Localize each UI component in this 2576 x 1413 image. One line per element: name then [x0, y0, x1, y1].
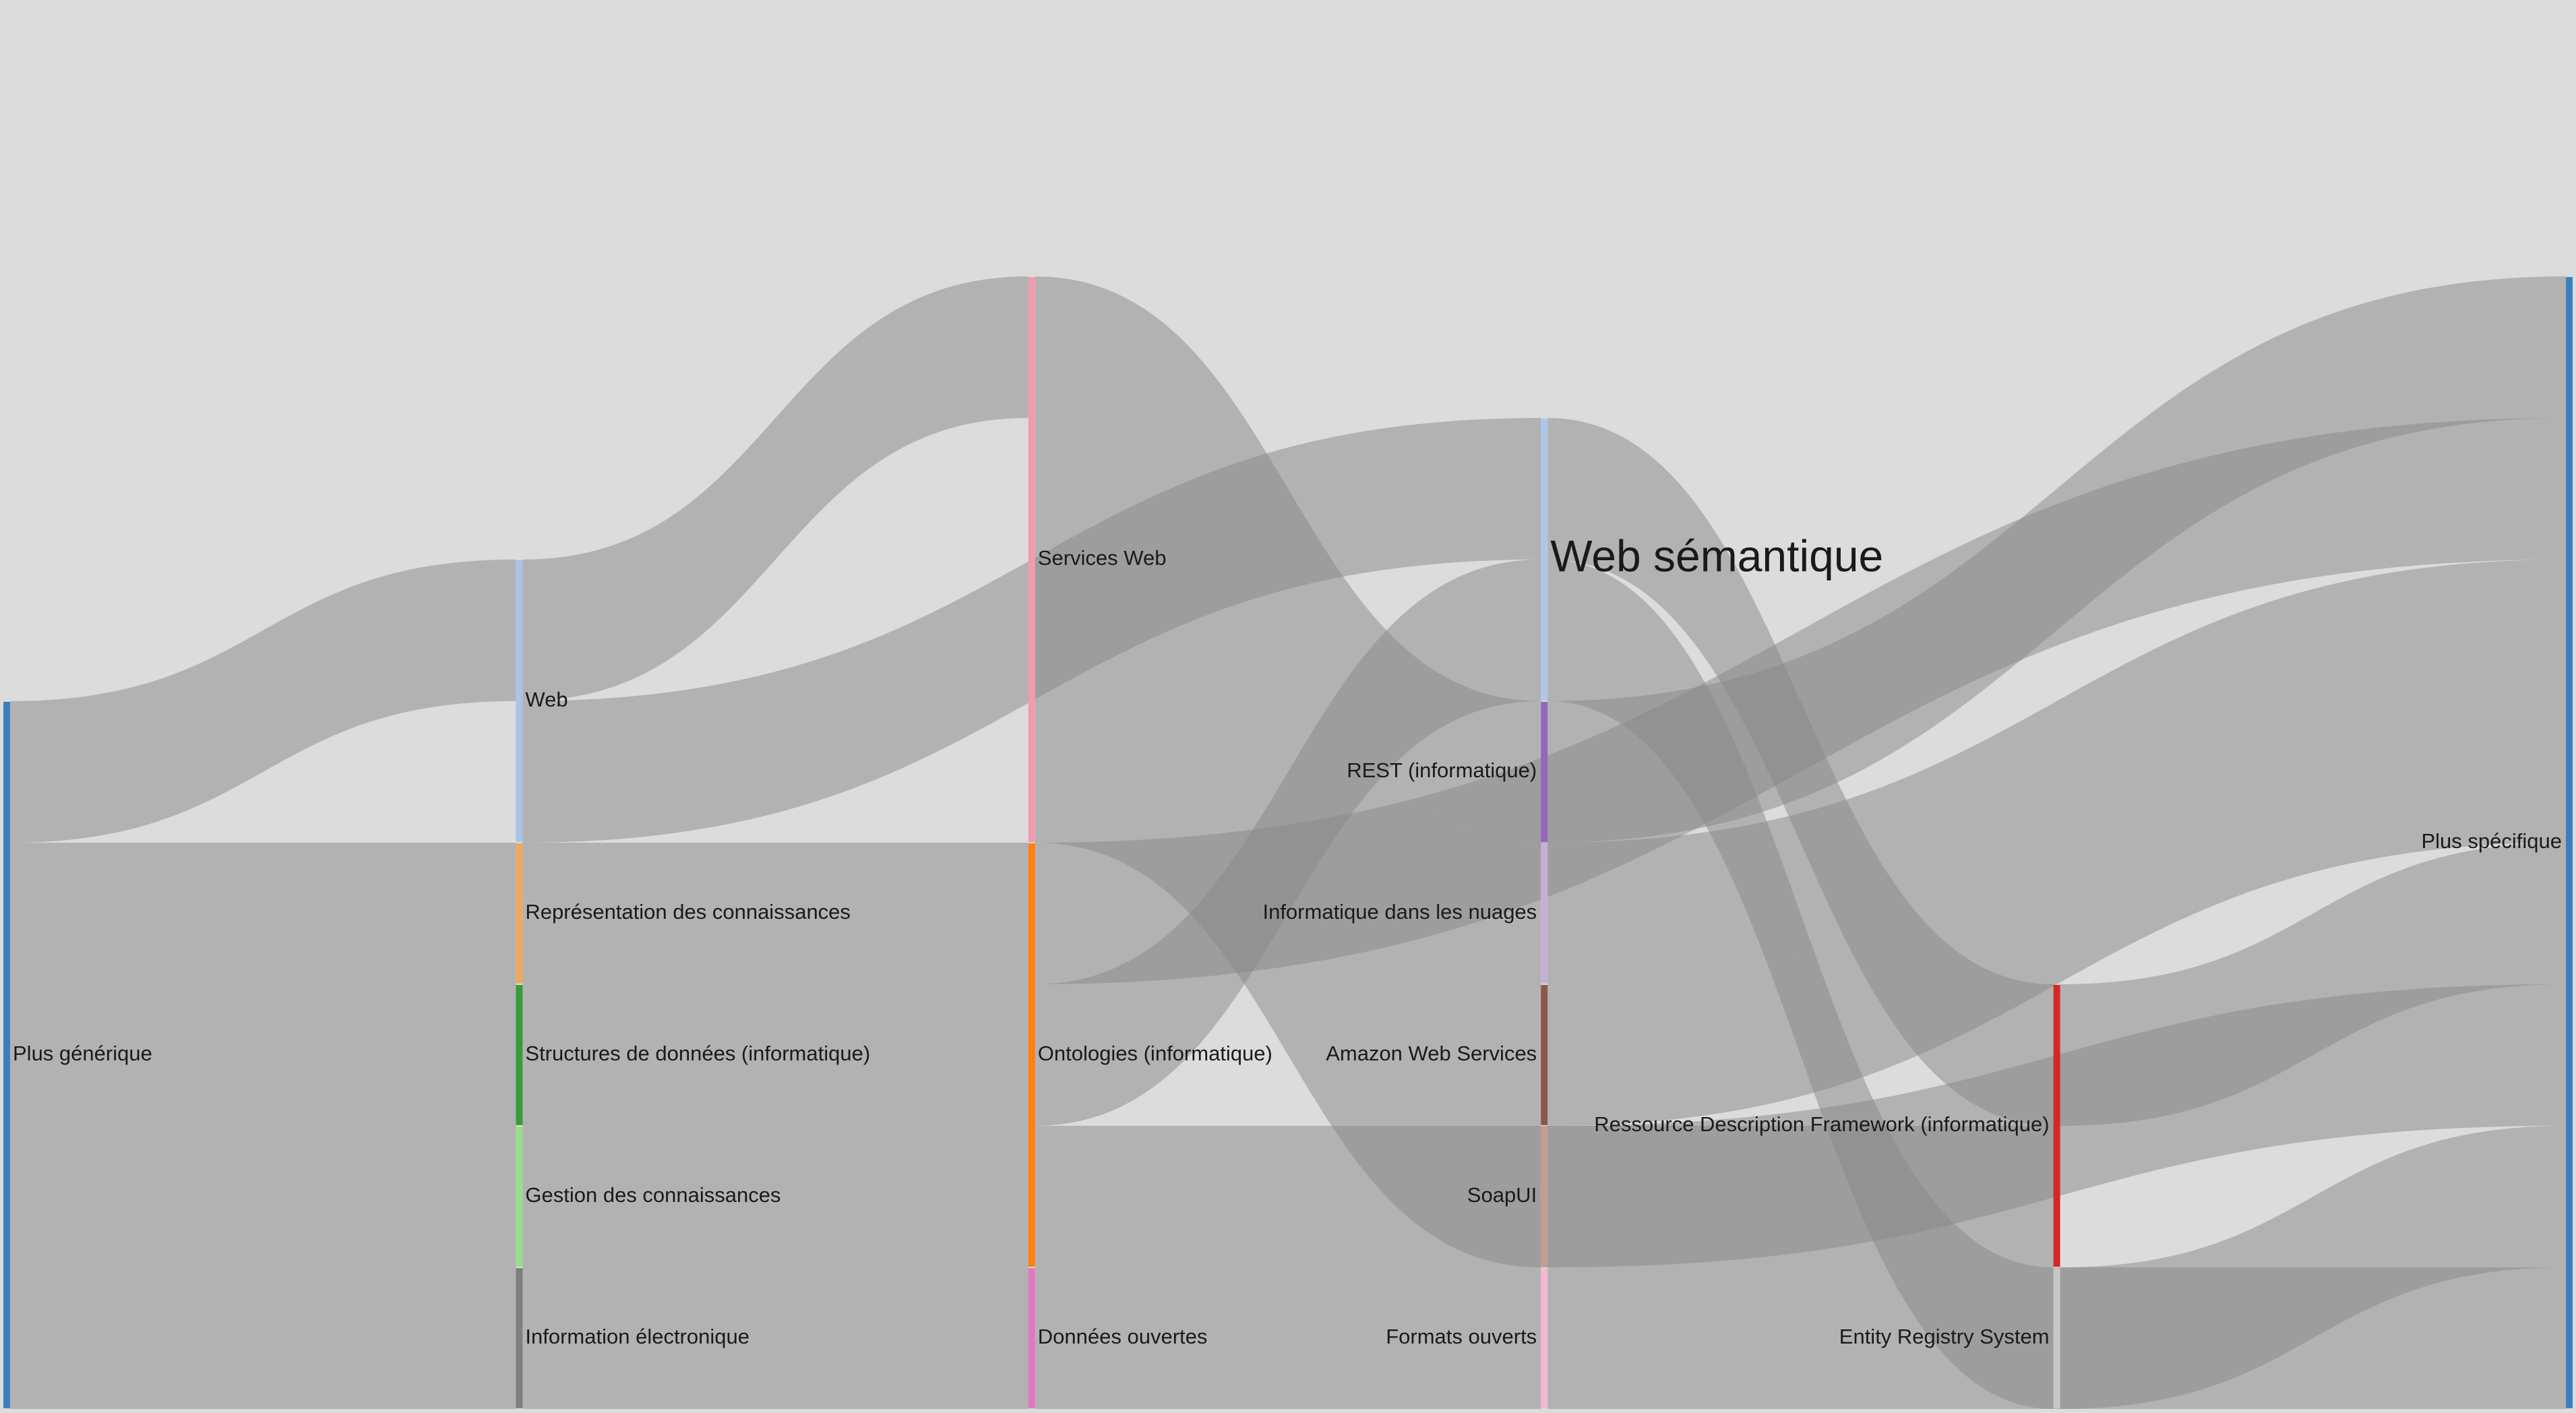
link-structures-to-ontologies[interactable] — [522, 984, 1029, 1126]
link-plus_generique-to-structures[interactable] — [10, 984, 516, 1126]
link-info_electronique-to-donnees_ouvertes[interactable] — [522, 1267, 1029, 1409]
link-web-to-services_web[interactable] — [522, 276, 1029, 701]
node-label-donnees-ouvertes: Données ouvertes — [1038, 1325, 1208, 1348]
node-label-formats-ouverts: Formats ouverts — [1386, 1325, 1537, 1348]
node-label-soapui: SoapUI — [1467, 1183, 1537, 1207]
node-formats-ouverts[interactable] — [1541, 1268, 1548, 1408]
link-rdf-to-plus_specifique[interactable] — [2060, 843, 2566, 1126]
node-label-rest: REST (informatique) — [1347, 758, 1537, 782]
node-label-web-semantique: Web sémantique — [1550, 531, 1883, 580]
node-donnees-ouvertes[interactable] — [1028, 1268, 1035, 1408]
node-label-gestion: Gestion des connaissances — [525, 1183, 780, 1207]
link-gestion-to-ontologies[interactable] — [522, 1126, 1029, 1267]
link-plus_generique-to-gestion[interactable] — [10, 1126, 516, 1267]
node-label-rdf: Ressource Description Framework (informa… — [1594, 1112, 2049, 1136]
node-label-nuages: Informatique dans les nuages — [1262, 900, 1537, 924]
link-ontologies-to-web_semantique[interactable] — [1035, 560, 1541, 1126]
node-label-structures: Structures de données (informatique) — [525, 1042, 870, 1065]
node-services-web[interactable] — [1028, 277, 1035, 842]
node-label-plus-generique: Plus générique — [13, 1042, 152, 1065]
node-label-web: Web — [525, 688, 568, 711]
link-representation-to-ontologies[interactable] — [522, 843, 1029, 984]
node-gestion[interactable] — [516, 1126, 523, 1267]
node-label-representation: Représentation des connaissances — [525, 900, 851, 924]
links-layer — [10, 276, 2566, 1409]
node-label-info-electronique: Information électronique — [525, 1325, 749, 1348]
node-structures[interactable] — [516, 985, 523, 1125]
node-label-aws: Amazon Web Services — [1326, 1042, 1537, 1065]
node-plus-specifique[interactable] — [2566, 277, 2573, 1408]
node-rest[interactable] — [1541, 702, 1548, 842]
node-representation[interactable] — [516, 843, 523, 984]
node-web[interactable] — [516, 560, 523, 842]
node-label-services-web: Services Web — [1038, 546, 1167, 570]
nodes-layer — [3, 277, 2573, 1408]
node-rdf[interactable] — [2053, 985, 2060, 1267]
node-ontologies[interactable] — [1028, 843, 1035, 1267]
node-label-ontologies: Ontologies (informatique) — [1038, 1042, 1272, 1065]
node-label-ers: Entity Registry System — [1839, 1325, 2050, 1348]
link-nuages-to-plus_specifique[interactable] — [1547, 560, 2566, 984]
link-donnees_ouvertes-to-formats_ouverts[interactable] — [1035, 1267, 1541, 1409]
node-plus-generique[interactable] — [3, 702, 10, 1408]
labels-layer: Plus générique Web Représentation des conn… — [13, 531, 2562, 1348]
node-label-plus-specifique: Plus spécifique — [2421, 829, 2562, 853]
node-web-semantique[interactable] — [1541, 419, 1548, 700]
node-info-electronique[interactable] — [516, 1268, 523, 1408]
link-plus_generique-to-web[interactable] — [10, 560, 516, 843]
node-nuages[interactable] — [1541, 843, 1548, 984]
node-soapui[interactable] — [1541, 1126, 1548, 1267]
node-aws[interactable] — [1541, 985, 1548, 1125]
link-plus_generique-to-info_electronique[interactable] — [10, 1267, 516, 1409]
link-rest-to-plus_specifique[interactable] — [1547, 276, 2566, 843]
link-plus_generique-to-representation[interactable] — [10, 843, 516, 984]
node-ers[interactable] — [2053, 1268, 2060, 1408]
link-aws-to-plus_specifique[interactable] — [1547, 701, 2566, 1126]
